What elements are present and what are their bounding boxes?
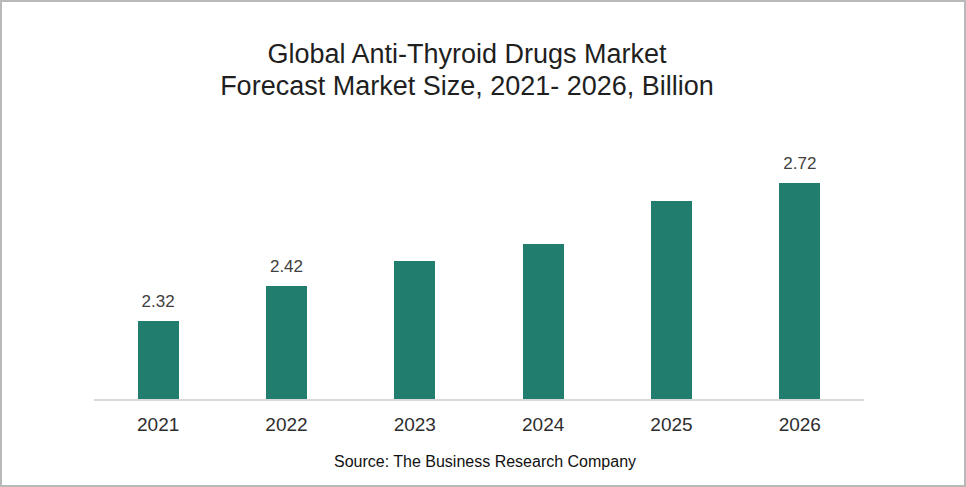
bar-2021 (138, 321, 179, 399)
data-label-2021: 2.32 (142, 292, 175, 312)
bar-column-2024 (479, 154, 607, 399)
data-label-2022: 2.42 (270, 257, 303, 277)
bar-column-2023 (351, 154, 479, 399)
data-label-2026: 2.72 (783, 154, 816, 174)
plot-area: 2.32 2.42 2.72 (94, 154, 864, 401)
x-axis-label-2026: 2026 (736, 414, 864, 436)
bar-column-2022: 2.42 (222, 154, 350, 399)
chart-title: Global Anti-Thyroid Drugs Market Forecas… (2, 38, 932, 102)
x-axis-label-2022: 2022 (222, 414, 350, 436)
bar-2025 (651, 201, 692, 399)
chart-title-line-2: Forecast Market Size, 2021- 2026, Billio… (2, 70, 932, 102)
bar-column-2025 (607, 154, 735, 399)
source-note: Source: The Business Research Company (2, 453, 966, 471)
x-axis-label-2021: 2021 (94, 414, 222, 436)
bar-2023 (394, 261, 435, 399)
bar-2022 (266, 286, 307, 399)
x-axis-label-2024: 2024 (479, 414, 607, 436)
bar-column-2026: 2.72 (736, 154, 864, 399)
bar-2026 (779, 183, 820, 399)
x-axis-label-2025: 2025 (607, 414, 735, 436)
x-axis-labels: 202120222023202420252026 (94, 414, 864, 436)
chart-frame: Global Anti-Thyroid Drugs Market Forecas… (0, 0, 966, 487)
chart-title-line-1: Global Anti-Thyroid Drugs Market (2, 38, 932, 70)
bar-column-2021: 2.32 (94, 154, 222, 399)
x-axis-label-2023: 2023 (351, 414, 479, 436)
bar-2024 (523, 244, 564, 399)
